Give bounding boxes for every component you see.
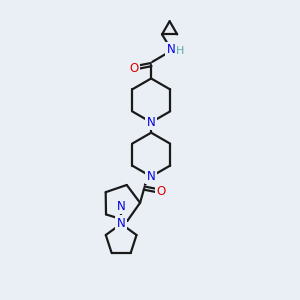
Text: N: N [167, 43, 175, 56]
Text: O: O [157, 184, 166, 198]
Text: N: N [117, 217, 125, 230]
Text: N: N [147, 116, 155, 129]
Text: H: H [176, 46, 184, 56]
Text: N: N [117, 200, 125, 213]
Text: N: N [147, 170, 155, 183]
Text: O: O [130, 61, 139, 75]
